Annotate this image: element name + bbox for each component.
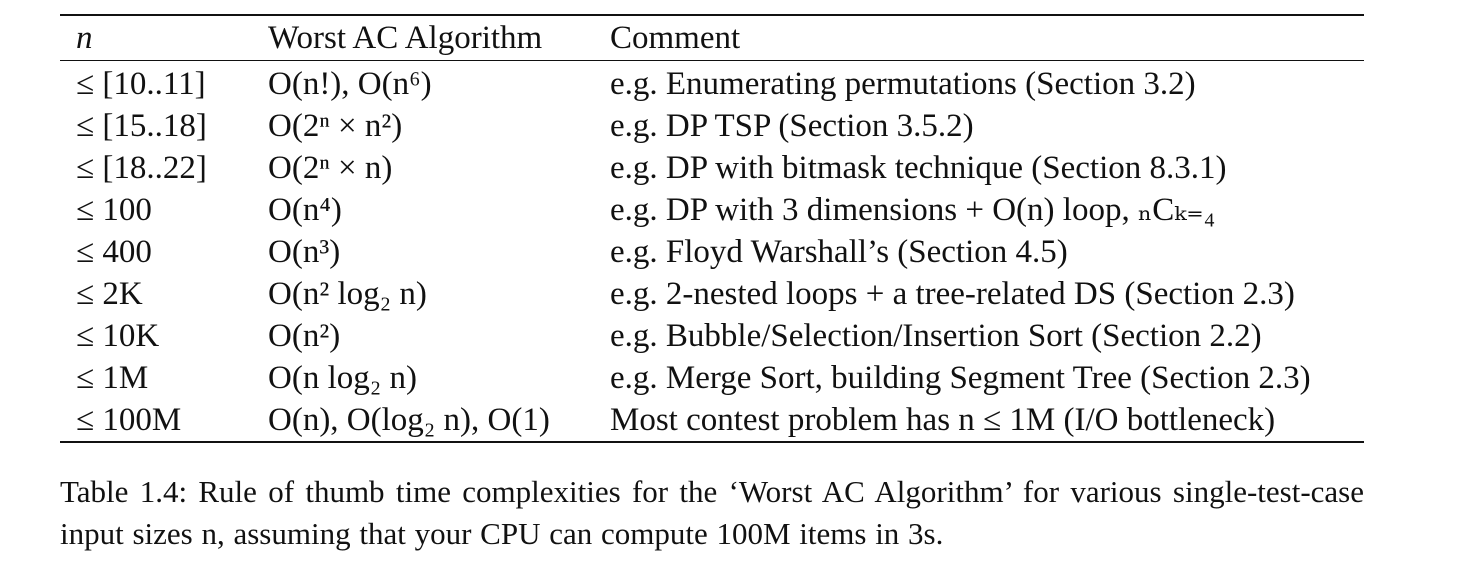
cell-n: ≤ [10..11]: [76, 65, 206, 102]
cell-comment: e.g. DP TSP (Section 3.5.2): [610, 107, 974, 144]
cell-algorithm: O(2ⁿ × n²): [268, 107, 403, 144]
table-row: ≤ [10..11] O(n!), O(n⁶) e.g. Enumerating…: [60, 61, 1364, 106]
cell-n: ≤ [18..22]: [76, 149, 207, 186]
cell-comment: e.g. DP with 3 dimensions + O(n) loop, ₙ…: [610, 191, 1216, 228]
cell-comment: e.g. DP with bitmask technique (Section …: [610, 149, 1227, 186]
table-row: ≤ [15..18] O(2ⁿ × n²) e.g. DP TSP (Secti…: [60, 105, 1364, 147]
cell-comment: e.g. Merge Sort, building Segment Tree (…: [610, 359, 1311, 396]
table-caption: Table 1.4: Rule of thumb time complexiti…: [60, 474, 1364, 551]
header-algorithm: Worst AC Algorithm: [268, 19, 543, 56]
cell-n: ≤ 400: [76, 233, 152, 270]
cell-algorithm: O(n³): [268, 233, 341, 270]
cell-comment: e.g. Enumerating permutations (Section 3…: [610, 65, 1196, 102]
cell-algorithm: O(n² log₂ n): [268, 275, 427, 312]
header-n: n: [76, 19, 93, 56]
cell-algorithm: O(n!), O(n⁶): [268, 65, 432, 102]
cell-n: ≤ 100M: [76, 401, 182, 438]
cell-algorithm: O(n²): [268, 317, 341, 354]
cell-algorithm: O(2ⁿ × n): [268, 149, 393, 186]
header-comment: Comment: [610, 19, 741, 56]
table-header-row: n Worst AC Algorithm Comment: [60, 15, 1364, 61]
document-page: n Worst AC Algorithm Comment ≤ [10..11] …: [60, 14, 1364, 586]
cell-algorithm: O(n log₂ n): [268, 359, 417, 396]
cell-comment: Most contest problem has n ≤ 1M (I/O bot…: [610, 401, 1276, 438]
complexity-table: n Worst AC Algorithm Comment ≤ [10..11] …: [60, 14, 1364, 443]
cell-n: ≤ 2K: [76, 275, 143, 312]
cell-algorithm: O(n), O(log₂ n), O(1): [268, 401, 550, 438]
cell-n: ≤ 1M: [76, 359, 149, 396]
table-row: ≤ 100M O(n), O(log₂ n), O(1) Most contes…: [60, 399, 1364, 442]
cell-comment: e.g. Bubble/Selection/Insertion Sort (Se…: [610, 317, 1262, 354]
cell-n: ≤ [15..18]: [76, 107, 207, 144]
cell-n: ≤ 10K: [76, 317, 160, 354]
table-row: ≤ 1M O(n log₂ n) e.g. Merge Sort, buildi…: [60, 357, 1364, 399]
cell-algorithm: O(n⁴): [268, 191, 342, 228]
table-row: ≤ 100 O(n⁴) e.g. DP with 3 dimensions + …: [60, 189, 1364, 231]
cell-n: ≤ 100: [76, 191, 152, 228]
cell-comment: e.g. Floyd Warshall’s (Section 4.5): [610, 233, 1068, 270]
table-row: ≤ 10K O(n²) e.g. Bubble/Selection/Insert…: [60, 315, 1364, 357]
table-row: ≤ [18..22] O(2ⁿ × n) e.g. DP with bitmas…: [60, 147, 1364, 189]
cell-comment: e.g. 2-nested loops + a tree-related DS …: [610, 275, 1295, 312]
table-row: ≤ 2K O(n² log₂ n) e.g. 2-nested loops + …: [60, 273, 1364, 315]
table-row: ≤ 400 O(n³) e.g. Floyd Warshall’s (Secti…: [60, 231, 1364, 273]
